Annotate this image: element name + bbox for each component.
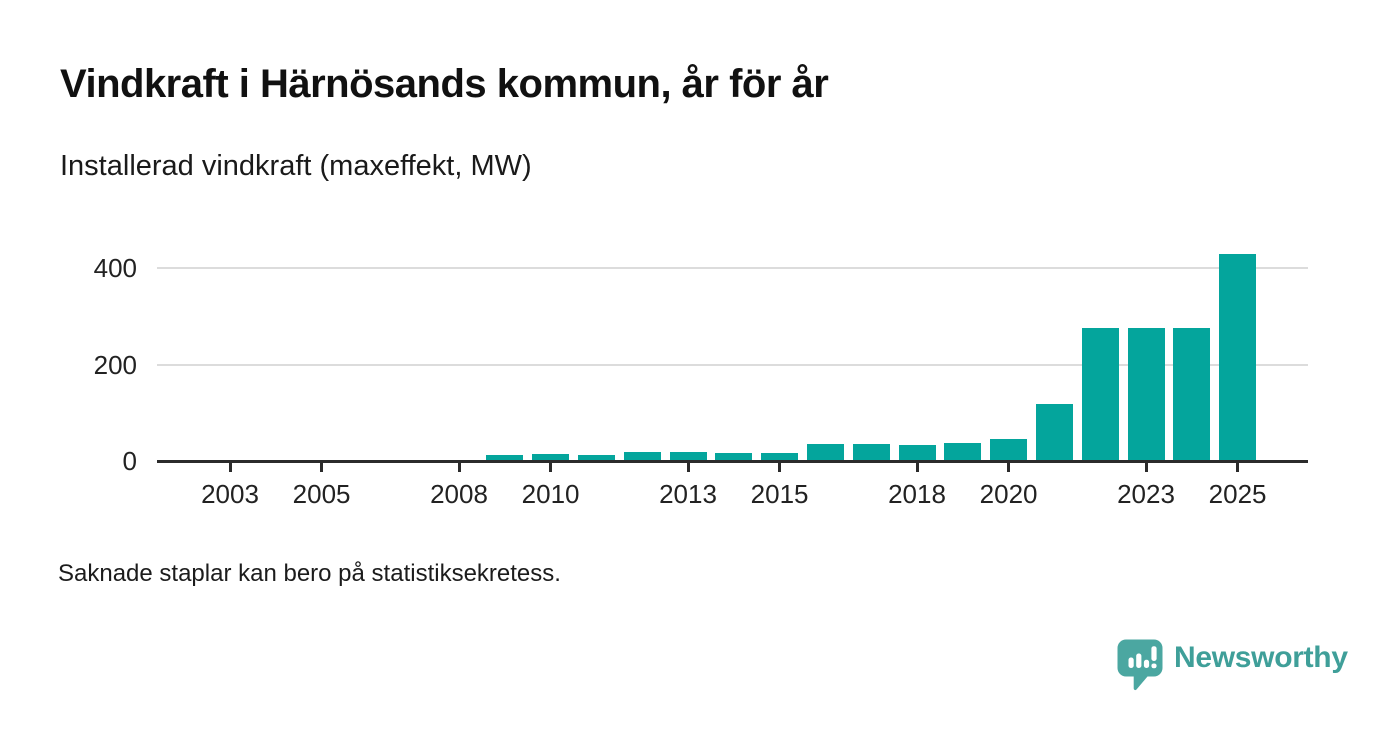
x-tick-2003 xyxy=(228,462,232,472)
newsworthy-logo: Newsworthy xyxy=(1116,639,1348,697)
logo-exclamation-bar xyxy=(1151,646,1157,661)
x-tick-label-2005: 2005 xyxy=(292,479,351,509)
x-tick-label-2025: 2025 xyxy=(1208,479,1267,509)
bar-2025 xyxy=(1219,253,1257,463)
chart-title: Vindkraft i Härnösands kommun, år för år xyxy=(60,62,829,106)
x-tick-label-2013: 2013 xyxy=(659,479,717,509)
x-tick-label-2020: 2020 xyxy=(979,479,1038,509)
bar-2019 xyxy=(944,443,982,463)
x-tick-label-2010: 2010 xyxy=(521,479,580,509)
bar-2009 xyxy=(486,454,524,463)
bar-2015 xyxy=(761,453,799,463)
bar-2012 xyxy=(623,452,661,463)
bar-2022 xyxy=(1081,328,1119,463)
x-axis-line xyxy=(157,459,1308,463)
chart-footnote: Saknade staplar kan bero på statistiksek… xyxy=(58,560,561,587)
bar-2024 xyxy=(1173,328,1211,463)
x-tick-2023 xyxy=(1144,462,1148,472)
x-tick-2018 xyxy=(915,462,919,472)
gridline-400 xyxy=(157,267,1308,269)
bar-2011 xyxy=(577,454,615,463)
logo-bar-1 xyxy=(1128,657,1134,668)
y-axis-label-200: 200 xyxy=(93,349,137,380)
x-tick-2013 xyxy=(686,462,690,472)
chart-subtitle: Installerad vindkraft (maxeffekt, MW) xyxy=(60,150,532,182)
y-axis-label-0: 0 xyxy=(122,446,137,476)
logo-exclamation-dot xyxy=(1151,663,1157,669)
bar-2016 xyxy=(806,443,844,463)
logo-bar-2 xyxy=(1136,653,1142,668)
newsworthy-logo-text: Newsworthy xyxy=(1174,641,1348,674)
bar-2018 xyxy=(898,444,936,463)
x-tick-label-2003: 2003 xyxy=(201,479,259,509)
x-tick-label-2015: 2015 xyxy=(750,479,809,509)
bar-2014 xyxy=(715,453,753,463)
gridline-200 xyxy=(157,363,1308,366)
x-tick-label-2018: 2018 xyxy=(888,479,946,509)
bar-2010 xyxy=(532,453,570,463)
bar-2021 xyxy=(1035,404,1073,463)
bar-2020 xyxy=(990,438,1028,463)
newsworthy-logo-icon xyxy=(1117,639,1163,691)
logo-bar-3 xyxy=(1143,659,1150,668)
x-tick-2008 xyxy=(457,462,461,472)
x-tick-2020 xyxy=(1007,462,1011,472)
bar-2023 xyxy=(1127,328,1165,463)
x-tick-2005 xyxy=(320,462,324,472)
bar-2013 xyxy=(669,452,707,463)
x-tick-label-2023: 2023 xyxy=(1117,479,1175,509)
x-tick-label-2008: 2008 xyxy=(430,479,488,509)
y-axis-label-400: 400 xyxy=(93,253,137,283)
bar-2017 xyxy=(852,443,890,463)
x-tick-2015 xyxy=(778,462,782,472)
x-tick-2025 xyxy=(1236,462,1240,472)
x-tick-2010 xyxy=(549,462,553,472)
